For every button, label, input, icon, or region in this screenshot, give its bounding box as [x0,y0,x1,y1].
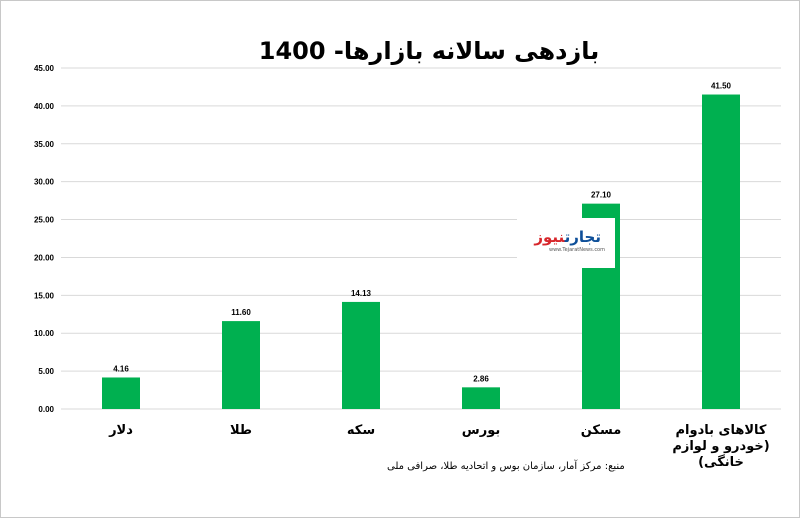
data-label: 27.10 [591,191,612,200]
data-label: 2.86 [473,374,489,383]
x-tick-label: سکه [347,423,375,438]
bar [342,301,380,409]
y-tick-label: 20.00 [34,253,55,262]
y-tick-label: 5.00 [38,367,54,376]
y-tick-label: 40.00 [34,102,55,111]
y-tick-label: 25.00 [34,216,55,225]
bar [222,321,260,409]
data-labels: 4.16 11.60 14.13 2.86 27.10 41.50 [113,82,731,384]
x-tick-label: طلا [230,423,252,438]
data-label: 41.50 [711,82,732,91]
data-label: 11.60 [231,308,251,317]
y-tick-label: 10.00 [34,329,55,338]
chart-title: بازدهی سالانه بازارها- 1400 [259,37,600,65]
watermark-brand: تجارتنیوز [517,218,615,246]
watermark-brand-part1: تجارت [564,228,601,246]
watermark-brand-part2: نیوز [534,228,565,246]
bar [462,387,500,409]
y-tick-label: 15.00 [34,291,55,300]
gridlines [61,67,781,410]
watermark-url: www.TejaratNews.com [549,247,605,253]
x-tick-label: کالاهای بادوام [676,423,767,438]
y-tick-label: 0.00 [38,405,54,414]
bar [702,94,740,410]
x-tick-label: (خودرو و لوازم [672,439,769,454]
source-note: منبع: مرکز آمار، سازمان بوس و اتحادیه طل… [387,459,625,472]
y-axis-ticks: 0.00 5.00 10.00 15.00 20.00 25.00 30.00 35.00 40… [34,64,55,414]
y-tick-label: 35.00 [34,140,55,149]
bars [102,94,740,410]
bar [102,377,140,409]
y-tick-label: 30.00 [34,178,55,187]
x-tick-label: خانگی) [698,454,744,470]
data-label: 4.16 [113,364,129,373]
x-tick-label: مسکن [581,423,622,438]
data-label: 14.13 [351,289,372,298]
x-axis-labels: دلار طلا سکه بورس مسکن کالاهای بادوام(خودرو و… [108,423,770,470]
watermark-logo: تجارتنیوز www.TejaratNews.com [517,218,615,268]
x-tick-label: دلار [108,423,133,438]
x-tick-label: بورس [462,423,500,438]
y-tick-label: 45.00 [34,64,55,73]
